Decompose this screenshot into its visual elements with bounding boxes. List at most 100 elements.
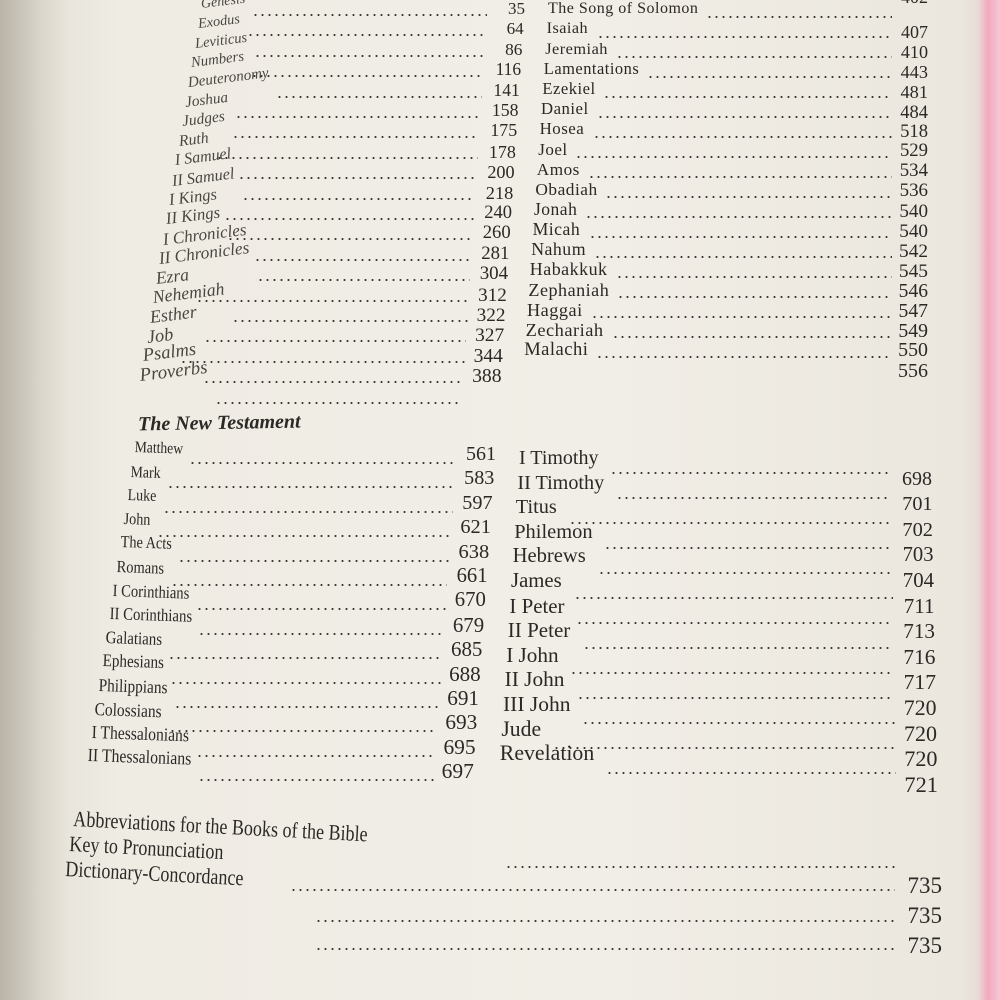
leader-dots	[232, 320, 468, 322]
leader-dots	[197, 779, 434, 782]
book-name: Matthew	[134, 439, 184, 458]
book-name: Philemon	[514, 520, 593, 543]
page-number: 158	[491, 100, 519, 120]
page-number: 720	[904, 746, 938, 772]
leader-dots	[215, 401, 463, 404]
book-name: The Song of Solomon	[548, 0, 699, 17]
leader-dots	[615, 276, 892, 278]
page-number: 661	[456, 565, 488, 587]
page-number: 547	[898, 299, 928, 322]
leader-dots	[575, 156, 892, 158]
leader-dots	[315, 920, 895, 922]
leader-dots	[610, 472, 890, 474]
book-name: Zechariah	[525, 320, 604, 340]
leader-dots	[253, 258, 472, 261]
page-number: 546	[898, 280, 928, 302]
book-name: Colossians	[94, 698, 163, 721]
page-number: 312	[478, 284, 507, 306]
page-number: 35	[508, 0, 525, 18]
book-name: Daniel	[541, 99, 589, 118]
leader-dots	[588, 236, 892, 238]
leader-dots	[215, 156, 478, 159]
leader-dots	[582, 647, 894, 649]
page-number: 322	[476, 305, 506, 326]
leader-dots	[242, 197, 476, 200]
page-number: 240	[484, 203, 512, 223]
leader-dots	[605, 772, 896, 774]
book-name: Romans	[116, 557, 165, 578]
page-number: 402	[901, 0, 928, 6]
page-number: 688	[449, 661, 481, 686]
leader-dots	[706, 16, 892, 18]
leader-dots	[169, 681, 441, 684]
leader-dots	[597, 572, 892, 574]
book-name: Luke	[127, 485, 157, 506]
book-name: I John	[506, 642, 559, 667]
leader-dots	[167, 486, 455, 489]
book-name: Ephesians	[101, 650, 164, 673]
page-number: 597	[462, 491, 493, 514]
leader-dots	[587, 176, 892, 178]
page-number: 407	[901, 22, 928, 42]
leader-dots	[235, 116, 481, 118]
leader-dots	[617, 296, 892, 298]
page-number: 735	[907, 903, 943, 928]
book-name: Obadiah	[535, 180, 598, 199]
leader-dots	[238, 177, 477, 180]
book-name: Zephaniah	[528, 280, 610, 300]
page-number: 64	[506, 19, 524, 39]
page-number: 218	[485, 182, 514, 203]
page-number: 735	[907, 933, 943, 958]
leader-dots	[597, 116, 892, 118]
leader-dots	[179, 360, 465, 363]
book-name: Exodus	[196, 11, 241, 33]
book-name: Galatians	[105, 626, 163, 649]
page-number: 281	[481, 242, 510, 264]
page-number: 691	[447, 686, 479, 710]
book-name: Hebrews	[512, 545, 586, 568]
page-number: 443	[900, 61, 928, 82]
leader-dots	[576, 622, 893, 624]
leader-dots	[594, 256, 892, 258]
page-number: 711	[903, 594, 935, 618]
page-number: 721	[904, 771, 938, 797]
page-number: 693	[445, 710, 478, 735]
book-name: Lamentations	[543, 59, 640, 78]
leader-dots	[162, 510, 453, 513]
page-number: 621	[460, 516, 491, 539]
leader-dots	[603, 96, 892, 98]
leader-dots	[257, 279, 471, 282]
page-number: 178	[488, 141, 516, 162]
book-name: Mark	[130, 462, 162, 482]
leader-dots	[168, 657, 443, 660]
page-number: 327	[475, 325, 505, 347]
leader-dots	[156, 535, 451, 538]
leader-dots	[605, 196, 892, 198]
book-name: II John	[504, 667, 565, 692]
page-number: 529	[899, 140, 928, 162]
book-name: Hosea	[539, 119, 585, 138]
page-number: 556	[897, 360, 928, 383]
leader-dots	[596, 36, 892, 38]
page-number: 697	[441, 759, 474, 784]
book-name: Malachi	[524, 339, 589, 360]
leader-dots	[198, 632, 445, 635]
leader-dots	[196, 299, 469, 302]
leader-dots	[646, 76, 892, 78]
leader-dots	[189, 462, 456, 464]
page-number: 175	[490, 120, 518, 141]
book-name: The Acts	[120, 532, 172, 554]
page-number: 536	[899, 180, 928, 202]
book-name: II Timothy	[517, 471, 605, 494]
page-number: 344	[473, 345, 503, 367]
leader-dots	[195, 608, 446, 611]
leader-dots	[226, 238, 473, 241]
page-number: 540	[899, 221, 928, 242]
leader-dots	[246, 34, 486, 37]
leader-dots	[224, 218, 474, 220]
leader-dots	[585, 216, 892, 218]
page-number: 86	[505, 39, 523, 59]
page-number: 518	[900, 120, 928, 142]
page-gutter-shadow	[0, 0, 70, 1000]
page-number: 534	[899, 160, 928, 182]
